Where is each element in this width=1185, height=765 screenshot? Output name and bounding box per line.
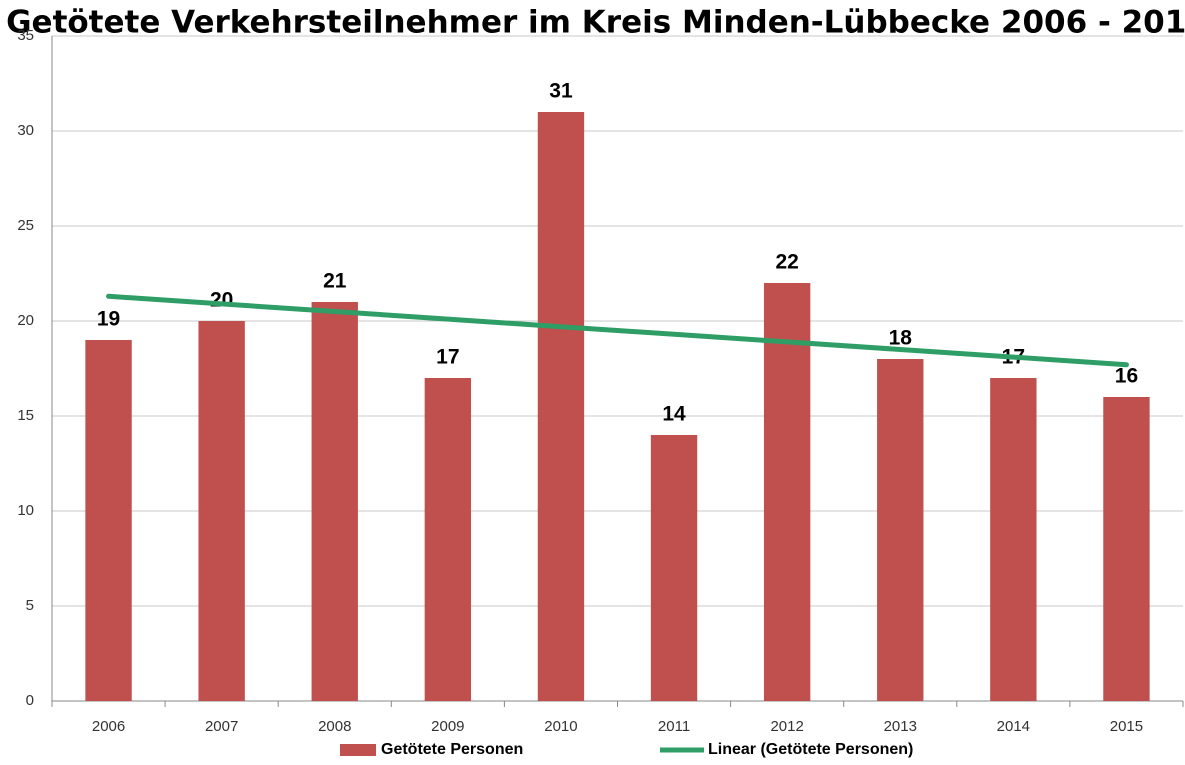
bar bbox=[537, 112, 585, 701]
trend-line bbox=[106, 293, 1129, 368]
x-tick-label: 2010 bbox=[544, 718, 577, 735]
data-label: 19 bbox=[97, 308, 120, 331]
bar bbox=[763, 283, 811, 701]
x-tick-label: 2011 bbox=[658, 718, 690, 735]
bar bbox=[877, 359, 924, 701]
bar bbox=[198, 321, 245, 701]
data-label: 20 bbox=[210, 289, 233, 312]
y-tick-label: 25 bbox=[17, 217, 34, 234]
chart-title: Getötete Verkehrsteilnehmer im Kreis Min… bbox=[6, 5, 1185, 41]
y-tick-label: 5 bbox=[26, 597, 34, 614]
y-tick-label: 10 bbox=[17, 502, 34, 519]
x-tick-label: 2009 bbox=[431, 718, 464, 735]
data-label: 14 bbox=[662, 403, 686, 426]
data-label: 22 bbox=[775, 251, 798, 274]
x-tick-label: 2014 bbox=[997, 718, 1030, 735]
data-label: 18 bbox=[889, 327, 913, 350]
x-tick-label: 2015 bbox=[1110, 718, 1143, 735]
y-tick-label: 30 bbox=[17, 122, 34, 139]
bar bbox=[424, 378, 472, 701]
x-tick-label: 2008 bbox=[318, 718, 351, 735]
y-tick-label: 35 bbox=[17, 27, 34, 44]
data-label: 16 bbox=[1115, 365, 1138, 388]
x-tick-label: 2006 bbox=[92, 718, 125, 735]
legend-label: Getötete Personen bbox=[381, 741, 523, 758]
bar bbox=[1103, 397, 1150, 701]
bar bbox=[311, 302, 358, 701]
legend-label: Linear (Getötete Personen) bbox=[708, 741, 913, 758]
y-tick-label: 20 bbox=[17, 312, 34, 329]
legend-swatch bbox=[340, 744, 376, 756]
bar bbox=[650, 435, 698, 701]
x-tick-label: 2013 bbox=[884, 718, 917, 735]
bar bbox=[990, 378, 1037, 701]
x-tick-label: 2007 bbox=[205, 718, 238, 735]
y-tick-label: 15 bbox=[17, 407, 34, 424]
data-label: 21 bbox=[323, 270, 347, 293]
x-tick-label: 2012 bbox=[770, 718, 803, 735]
data-label: 17 bbox=[436, 346, 459, 369]
y-tick-label: 0 bbox=[26, 692, 34, 709]
bar bbox=[85, 340, 132, 701]
data-label: 31 bbox=[549, 80, 573, 103]
